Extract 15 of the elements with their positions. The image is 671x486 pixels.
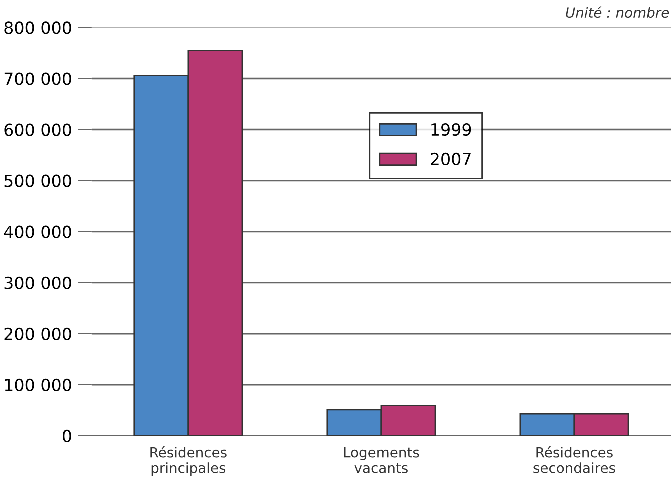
text: Unité : nombre xyxy=(566,6,670,18)
y-tick-label: 200 000 xyxy=(4,328,72,340)
y-tick-label: 300 000 xyxy=(4,276,72,290)
y-tick-label: 600 000 xyxy=(4,124,72,136)
legend-label: 1999 xyxy=(432,123,472,136)
y-tick-label: 100 000 xyxy=(5,378,72,392)
x-tick-label: Résidences secondaires xyxy=(534,446,616,474)
legend-label: 2007 xyxy=(431,152,471,166)
y-tick-label: 500 000 xyxy=(4,174,72,188)
y-tick-label: 400 000 xyxy=(4,226,72,238)
y-tick-label: 800 000 xyxy=(4,22,72,34)
y-tick-label: 700 000 xyxy=(4,72,72,86)
x-tick-label: Résidences principales xyxy=(150,446,227,476)
x-tick-label: Logements vacants xyxy=(344,447,420,474)
y-tick-label: 0 xyxy=(62,430,72,443)
